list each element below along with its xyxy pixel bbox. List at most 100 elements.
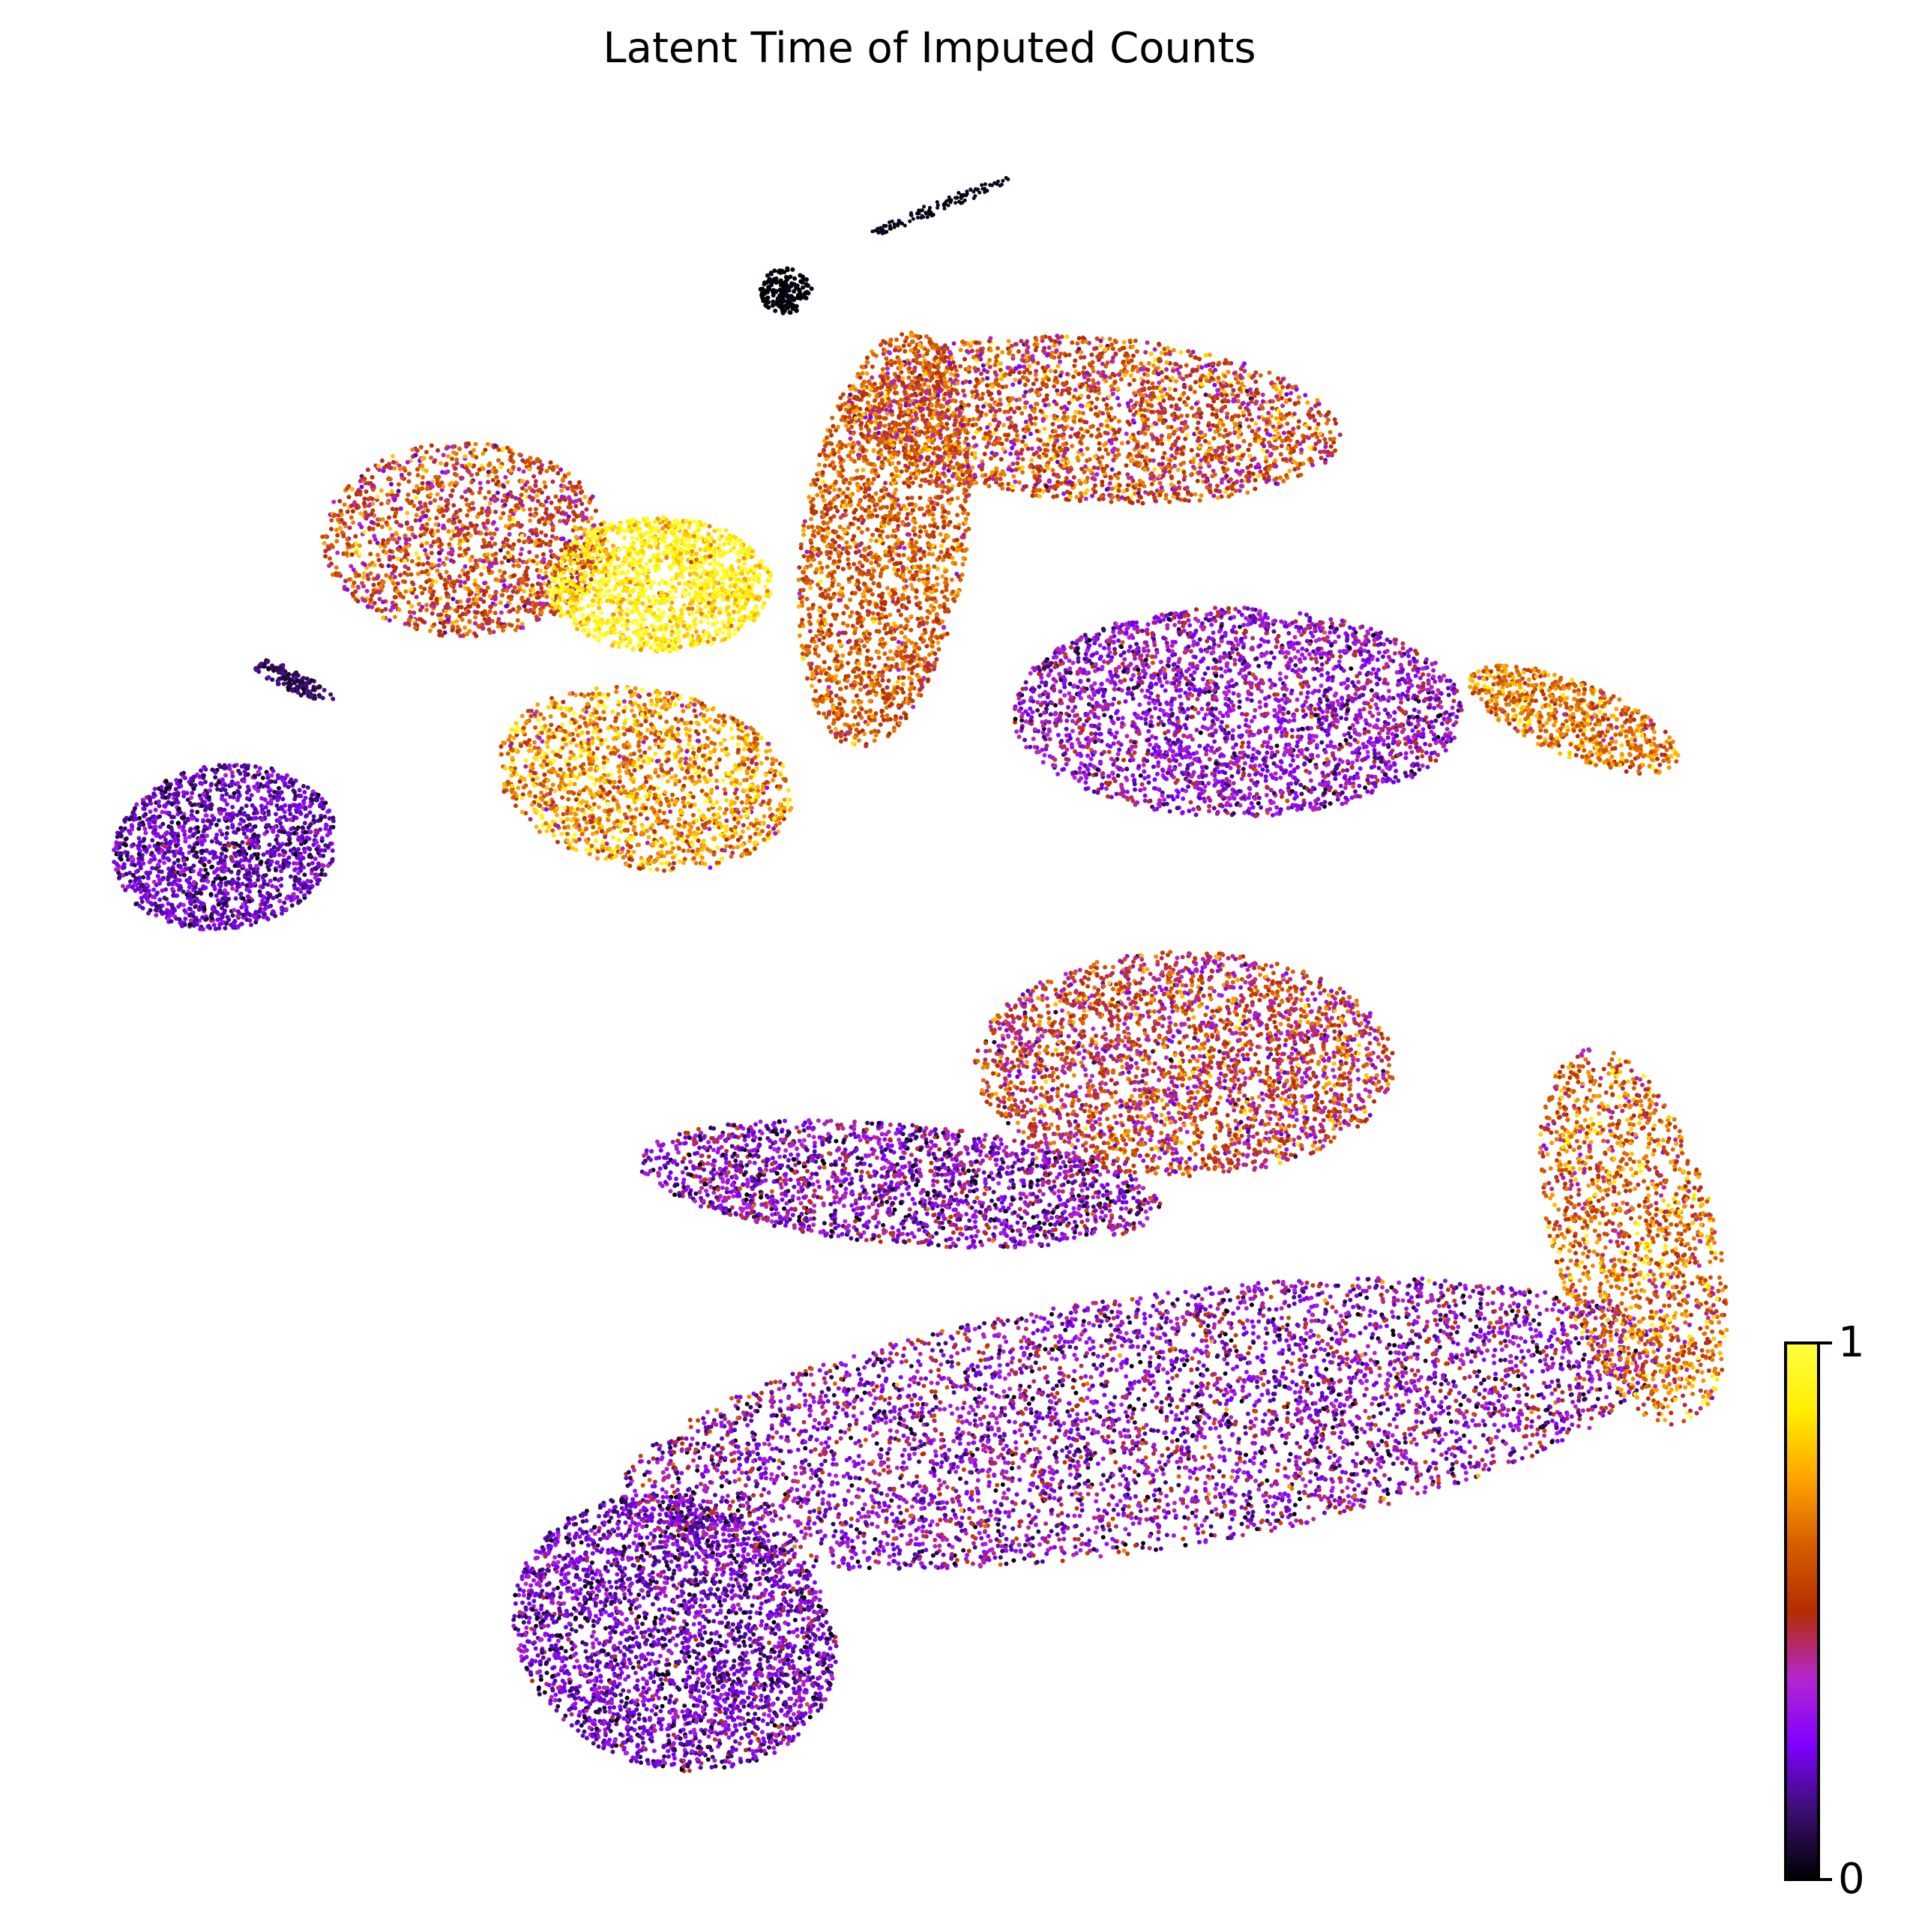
cell-point (420, 591, 425, 596)
cell-point (564, 705, 569, 710)
cell-point (433, 474, 439, 480)
cell-point (549, 500, 554, 505)
cell-point (539, 763, 544, 768)
cell-point (478, 486, 483, 491)
cell-point (713, 579, 718, 585)
cell-point (627, 863, 633, 869)
cell-point (736, 609, 741, 615)
cell-point (645, 728, 650, 733)
cell-point (543, 510, 549, 516)
cell-point (631, 751, 636, 756)
cell-point (331, 696, 336, 701)
cell-point (447, 576, 452, 581)
cell-point (669, 530, 675, 535)
cell-point (537, 470, 543, 475)
cell-point (557, 728, 562, 733)
cell-point (558, 767, 563, 772)
cell-point (519, 498, 524, 504)
cell-point (787, 797, 792, 803)
cell-point (582, 579, 586, 585)
cell-point (493, 577, 498, 582)
cell-point (630, 545, 635, 550)
cell-point (539, 730, 544, 735)
cell-point (644, 735, 649, 740)
cell-point (552, 823, 558, 827)
cell-point (615, 608, 620, 613)
cell-point (656, 773, 661, 779)
cell-point (420, 481, 425, 486)
cell-point (525, 576, 531, 582)
cell-point (761, 292, 766, 297)
cell-point (798, 296, 803, 301)
cell-point (712, 615, 717, 621)
cell-point (954, 196, 957, 200)
cell-point (621, 709, 627, 714)
cell-point (466, 508, 472, 513)
cell-point (514, 772, 519, 777)
cell-point (603, 737, 608, 743)
cell-point (522, 777, 527, 782)
cell-point (980, 183, 984, 187)
cell-point (747, 851, 753, 856)
cell-point (692, 534, 696, 539)
cell-point (701, 639, 706, 644)
cell-point (599, 699, 603, 704)
cell-point (664, 555, 669, 561)
cell-point (638, 647, 643, 652)
cell-point (678, 615, 683, 619)
cell-point (684, 749, 690, 754)
cell-point (621, 784, 626, 789)
cell-point (649, 529, 654, 534)
cell-point (362, 501, 367, 506)
cell-point (460, 495, 465, 500)
cell-point (698, 575, 703, 579)
cell-point (630, 708, 634, 713)
cell-point (431, 604, 436, 609)
cell-point (364, 489, 369, 494)
cell-point (701, 767, 706, 772)
cell-point (464, 465, 469, 471)
cell-point (696, 774, 702, 779)
cell-point (652, 709, 657, 714)
cell-point (582, 748, 588, 753)
cell-point (485, 585, 490, 591)
cell-point (301, 675, 306, 680)
cell-point (611, 736, 616, 741)
cell-point (649, 624, 654, 629)
cell-point (668, 809, 673, 814)
cell-point (594, 693, 598, 698)
cell-point (572, 710, 576, 716)
cell-point (659, 850, 664, 855)
cell-point (391, 605, 396, 610)
cell-point (723, 791, 728, 796)
cell-point (450, 628, 455, 633)
cell-point (662, 868, 666, 873)
cell-point (419, 526, 424, 531)
cell-point (655, 698, 660, 703)
cell-point (442, 562, 447, 567)
cell-point (696, 699, 701, 704)
cell-point (444, 570, 449, 575)
cell-point (725, 606, 730, 611)
cell-point (475, 604, 480, 609)
cell-point (513, 803, 518, 809)
cell-point (673, 534, 678, 538)
cell-point (425, 508, 430, 513)
cell-point (724, 537, 729, 542)
cell-point (559, 609, 564, 615)
cell-point (996, 179, 1000, 184)
cell-point (701, 763, 706, 767)
cell-point (334, 539, 340, 544)
cell-point (507, 532, 512, 537)
cell-point (707, 610, 712, 615)
cell-point (555, 812, 559, 818)
cell-point (656, 731, 661, 737)
cell-point (534, 493, 539, 498)
cell-point (692, 708, 697, 713)
cell-point (789, 806, 794, 811)
cell-point (728, 844, 733, 849)
cell-point (329, 518, 334, 523)
cell-point (562, 786, 567, 791)
cell-point (605, 801, 610, 806)
cell-point (612, 587, 618, 592)
